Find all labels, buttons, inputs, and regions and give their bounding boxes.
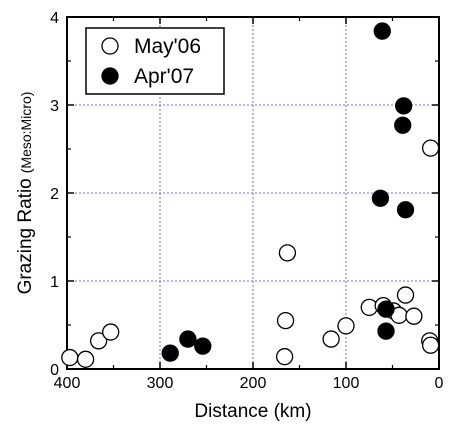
data-point-apr07: [194, 337, 212, 355]
data-point-apr07: [179, 330, 197, 348]
legend-marker-may06: [101, 37, 119, 55]
data-point-may06: [322, 330, 340, 348]
data-point-may06: [278, 244, 297, 262]
x-tick-label: 100: [333, 375, 360, 392]
axis-ticks: 400 300 200 100 0 0 1 2 3 4: [50, 10, 443, 392]
data-point-may06: [89, 332, 108, 350]
data-point-apr07: [377, 300, 395, 318]
x-axis-label: Distance (km): [194, 401, 311, 422]
x-tick-label: 0: [435, 375, 444, 392]
data-point-apr07: [395, 97, 413, 115]
data-point-may06: [102, 323, 120, 341]
data-point-may06: [276, 311, 295, 330]
y-axis-label-sub: (Meso:Micro): [18, 92, 34, 174]
data-point-may06: [76, 350, 95, 368]
data-point-may06: [421, 336, 440, 354]
y-tick-label: 4: [50, 10, 59, 27]
data-point-may06: [61, 348, 79, 367]
data-point-apr07: [161, 344, 179, 362]
data-point-may06: [275, 348, 294, 366]
x-tick-label: 400: [54, 375, 81, 392]
data-points: [61, 22, 440, 368]
data-point-may06: [337, 317, 355, 335]
y-axis-label: Grazing Ratio (Meso:Micro): [15, 92, 36, 295]
data-point-may06: [396, 286, 415, 304]
data-point-may06: [405, 307, 423, 325]
data-point-apr07: [371, 189, 390, 207]
data-point-apr07: [377, 322, 395, 340]
x-tick-label: 200: [240, 375, 267, 392]
legend-label-may06: May'06: [134, 35, 201, 58]
y-tick-label: 2: [50, 186, 59, 203]
y-tick-label: 3: [50, 98, 59, 115]
legend: May'06 Apr'07: [85, 27, 225, 95]
data-point-may06: [421, 139, 440, 157]
grid: [67, 17, 439, 369]
y-axis-label-main: Grazing Ratio: [15, 178, 36, 294]
y-tick-label: 1: [50, 274, 59, 291]
data-point-apr07: [396, 201, 415, 219]
data-point-apr07: [373, 22, 391, 40]
legend-label-apr07: Apr'07: [134, 65, 194, 88]
y-tick-label: 0: [50, 362, 59, 379]
legend-marker-apr07: [101, 67, 119, 85]
x-tick-label: 300: [147, 375, 174, 392]
data-point-apr07: [394, 116, 412, 134]
